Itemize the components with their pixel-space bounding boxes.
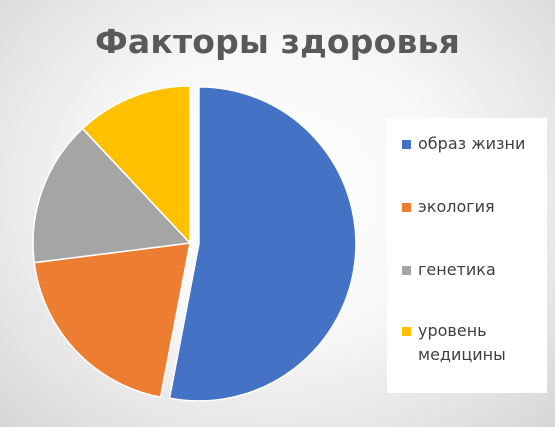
legend-item-genetics: генетика: [402, 258, 536, 282]
legend-item-ecology: экология: [402, 195, 536, 219]
chart-legend: образ жизни экология генетика уровень ме…: [387, 118, 547, 393]
legend-swatch-genetics: [402, 266, 411, 275]
legend-swatch-ecology: [402, 203, 411, 212]
legend-label-lifestyle: образ жизни: [418, 134, 526, 153]
pie-slice-lifestyle: [168, 86, 357, 402]
legend-swatch-medicine: [402, 327, 411, 336]
legend-label-ecology: экология: [418, 197, 495, 216]
legend-label-genetics: генетика: [418, 260, 496, 279]
pie-slice-medicine: [81, 85, 191, 244]
pie-slice-ecology: [33, 242, 191, 398]
pie-slice-genetics: [32, 127, 191, 264]
legend-item-lifestyle: образ жизни: [402, 132, 536, 156]
chart-title: Факторы здоровья: [94, 22, 461, 61]
legend-label-medicine: уровень медицины: [418, 321, 506, 364]
legend-swatch-lifestyle: [402, 140, 411, 149]
legend-item-medicine: уровень медицины: [402, 319, 536, 367]
